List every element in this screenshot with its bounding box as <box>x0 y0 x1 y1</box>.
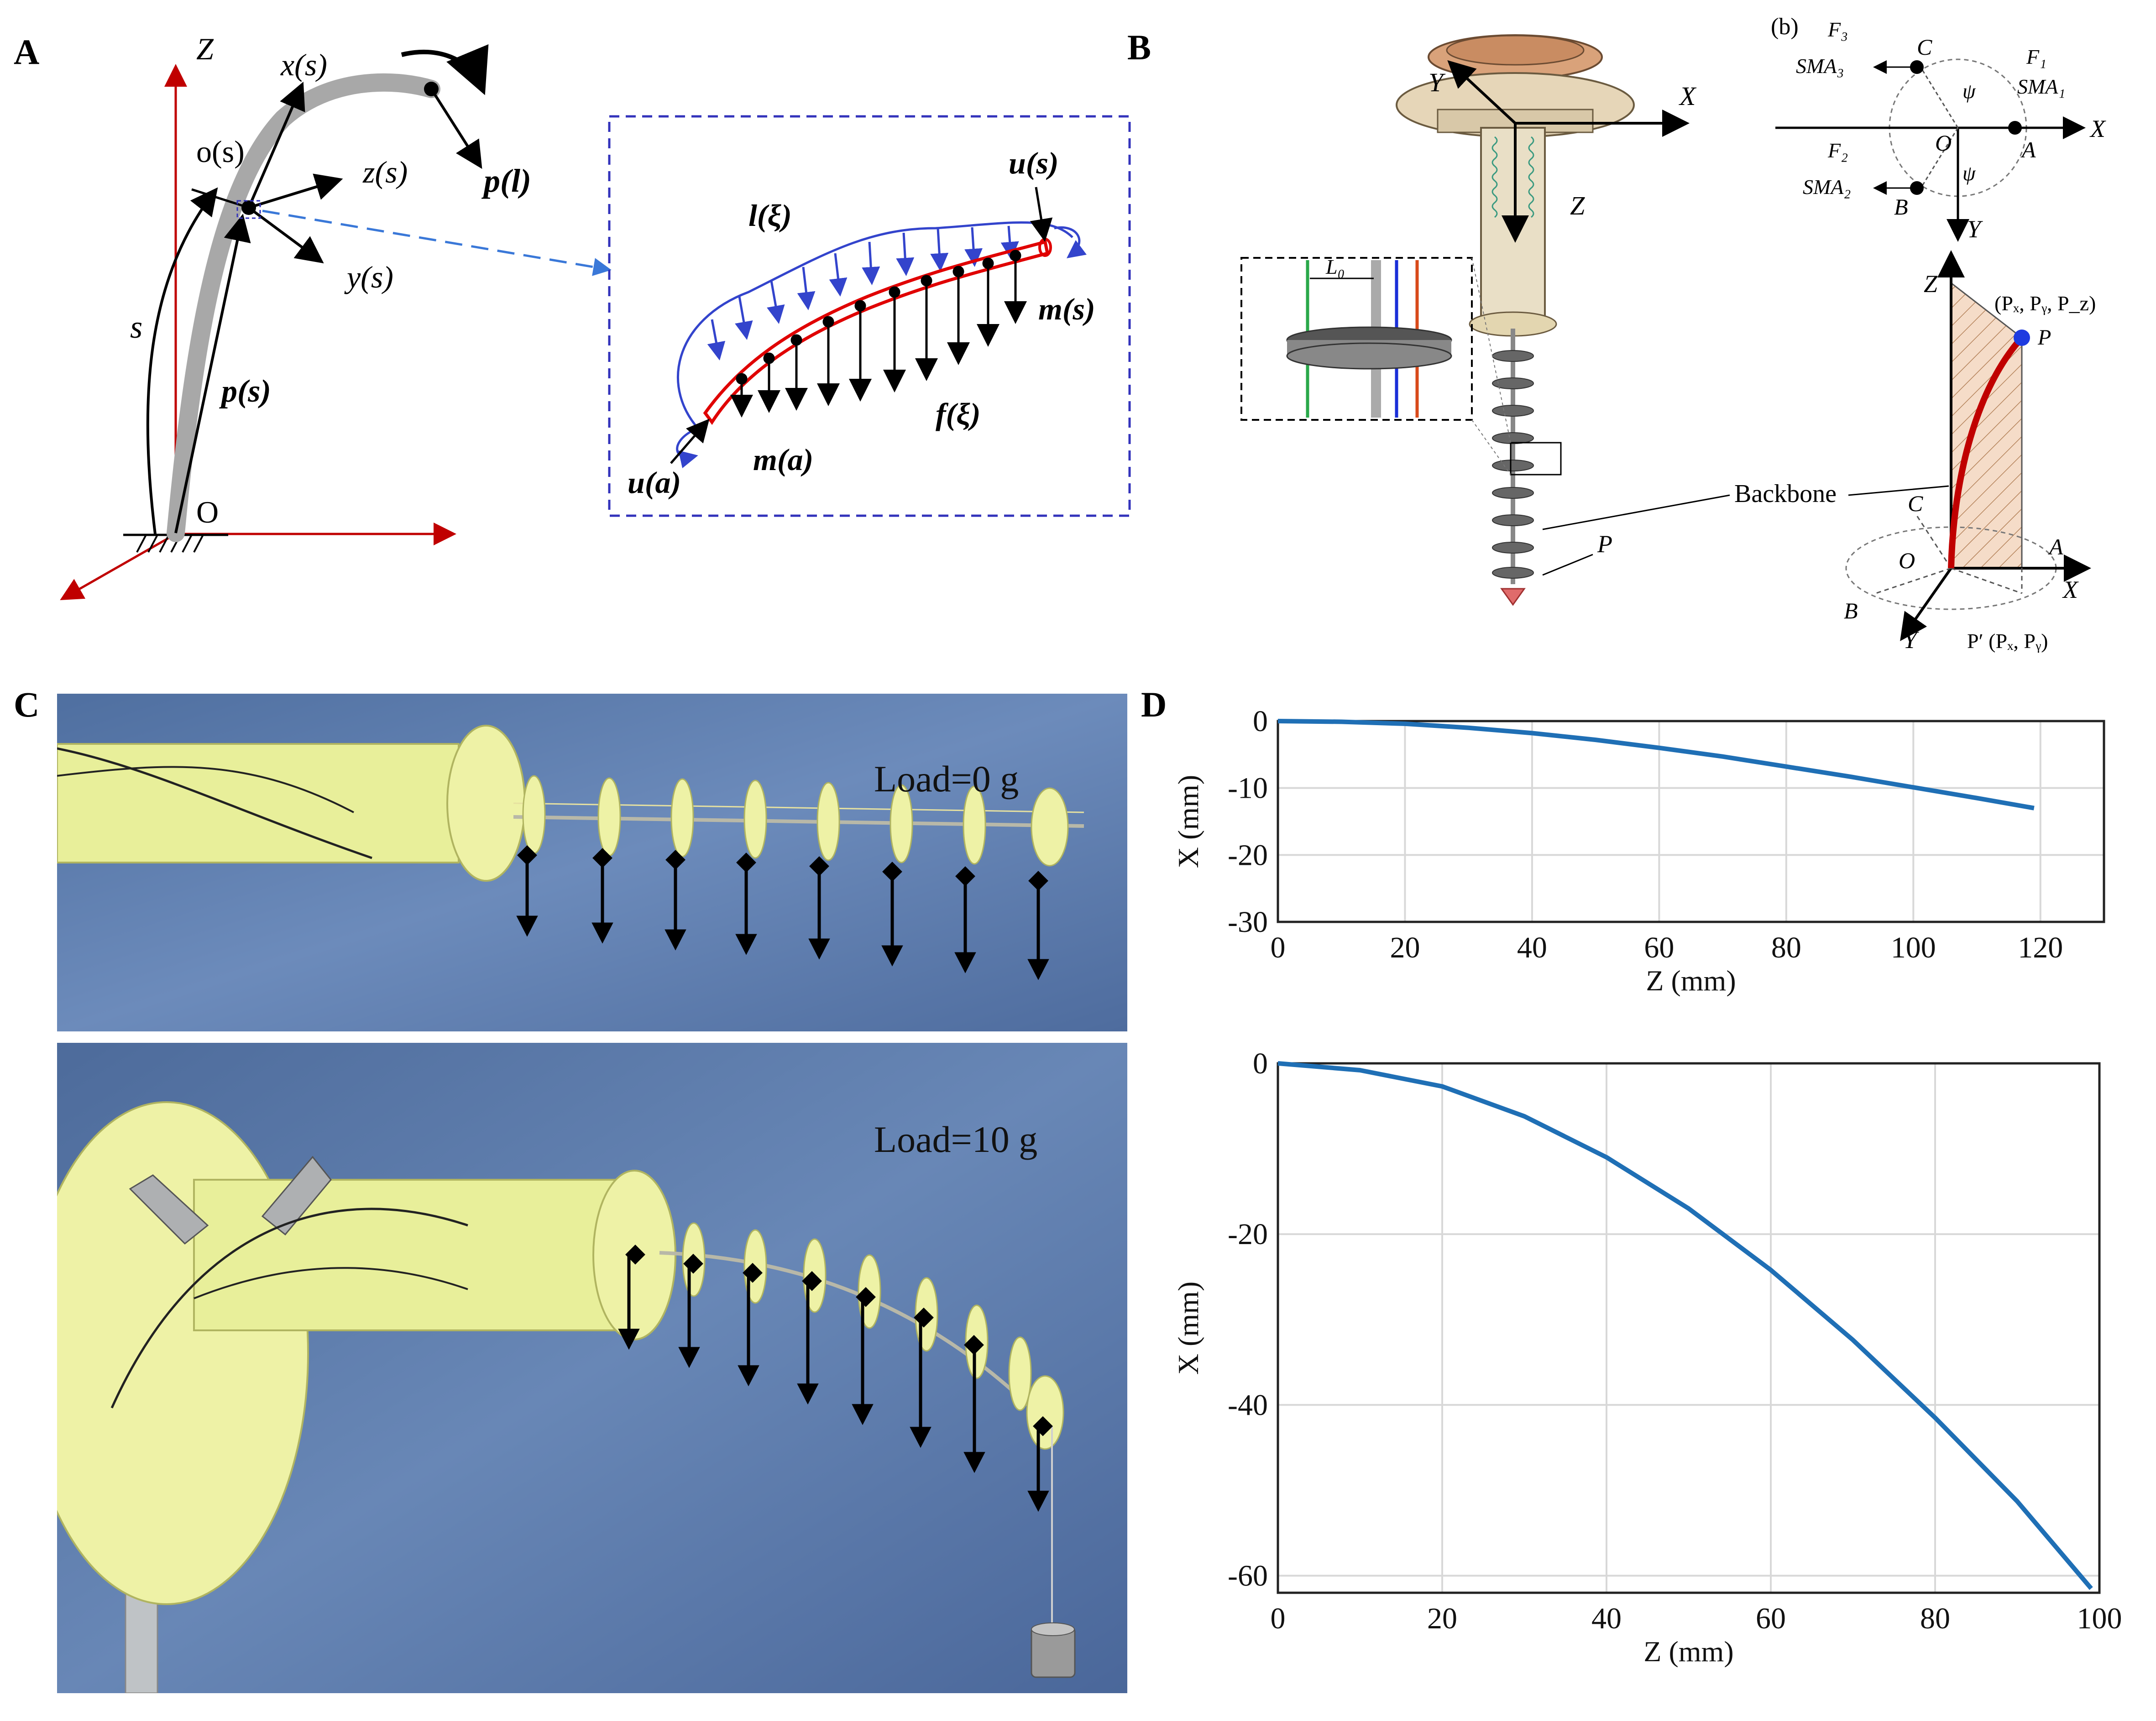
b-label-a: A <box>2020 137 2036 162</box>
b3-label-b: B <box>1844 598 1858 623</box>
distributed-force-arrows <box>730 250 1027 418</box>
label-z: Z <box>196 31 214 66</box>
panel-b-cad-drawing: Y X Z L₀ P Backbone <box>1240 34 1949 606</box>
load-label-0g: Load=0 g <box>874 758 1019 800</box>
zoom-leader-arrow <box>262 209 612 276</box>
label-zs: z(s) <box>362 155 408 189</box>
tip-moment-arrow <box>401 44 489 95</box>
ground-hatch <box>136 534 204 553</box>
b3-label-pprime: P′ (Pₓ, Pᵧ) <box>1967 629 2048 653</box>
label-s: s <box>130 310 142 345</box>
label-fxi: f(ξ) <box>936 397 980 431</box>
b-label-c: C <box>1917 34 1932 60</box>
photo-load-0g-drawing <box>57 694 1127 1031</box>
backbone-rod <box>167 73 440 542</box>
panel-a-diagram: Z x(s) o(s) z(s) y(s) s p(s) O p(l) <box>60 31 612 600</box>
position-vector-ps <box>174 214 251 534</box>
end-effector <box>1500 588 1526 606</box>
b3-label-a: A <box>2048 534 2063 560</box>
b3-label-y: Y <box>1903 626 1919 654</box>
label-ua: u(a) <box>628 465 681 500</box>
b3-label-pcoord: (Pₓ, Pᵧ, P_z) <box>1994 292 2096 315</box>
photo-load-10g: Load=10 g <box>57 1043 1127 1693</box>
label-origin: O <box>196 495 219 529</box>
b3-label-o: O <box>1899 548 1915 573</box>
label-lxi: l(ξ) <box>748 198 792 233</box>
backbone-disks <box>1492 350 1534 579</box>
distributed-moment-arrows <box>707 225 1019 361</box>
panel-label-a: A <box>14 32 39 72</box>
b-label-psi2: ψ <box>1962 162 1976 185</box>
b-label-x2: X <box>2089 115 2106 142</box>
frame-os-leader <box>191 188 249 209</box>
distributed-moment-curve <box>676 221 1073 434</box>
b-label-sma1: SMA₁ <box>2017 75 2065 98</box>
panel-label-b: B <box>1127 27 1151 67</box>
label-ps: p(s) <box>219 374 271 409</box>
b-label-z: Z <box>1570 191 1585 220</box>
b3-label-z: Z <box>1924 270 1938 298</box>
b-label-x: X <box>1679 81 1697 111</box>
b-label-y2: Y <box>1967 215 1983 243</box>
label-pl: p(l) <box>481 162 531 199</box>
b-label-o: O <box>1935 130 1952 156</box>
b3-label-p: P <box>2037 325 2051 350</box>
b-label-b: B <box>1894 194 1908 220</box>
housing-springs <box>1491 136 1534 218</box>
zoom-box-small <box>236 200 261 219</box>
inset-rod <box>703 240 1050 425</box>
label-ms: m(s) <box>1038 292 1095 326</box>
b-label-y: Y <box>1429 68 1446 97</box>
load-label-10g: Load=10 g <box>874 1119 1038 1160</box>
frame-y-axis <box>248 206 324 264</box>
b-y-axis <box>1447 60 1517 125</box>
moment-ms-arc <box>1054 226 1087 259</box>
label-ma: m(a) <box>753 442 813 477</box>
panel-a-inset: u(s) l(ξ) m(s) f(ξ) u(a) m(a) <box>608 115 1131 517</box>
b-label-backbone: Backbone <box>1734 480 1837 508</box>
housing-tube <box>1480 127 1546 325</box>
arc-length-arrow <box>146 187 218 534</box>
panel-b-sma-schematic: (b) F₃ SMA₃ C F₁ SMA₁ ψ ψ O A X F₂ SMA₂ … <box>1771 14 2106 243</box>
label-us: u(s) <box>1009 146 1059 180</box>
panel-label-d: D <box>1141 685 1167 724</box>
b-label-sma2: SMA₂ <box>1803 175 1851 199</box>
b-label-f1: F₁ <box>2026 45 2046 68</box>
b3-label-x: X <box>2062 576 2079 603</box>
label-ys: y(s) <box>344 260 393 294</box>
moment-ma-arc <box>676 430 698 469</box>
frame-x-axis <box>247 81 305 209</box>
us-leader <box>1030 187 1053 242</box>
tip-force-arrow <box>430 88 482 169</box>
detail-inset <box>1240 257 1473 421</box>
frame-z-axis <box>248 173 343 209</box>
panel-b-3d-schematic: Z (Pₓ, Pᵧ, P_z) P C O A X B Y P′ (Pₓ, Pᵧ… <box>1844 250 2096 654</box>
photo-load-10g-drawing <box>57 1043 1127 1693</box>
3d-backbone-curve <box>1948 335 2025 569</box>
b-label-sma3: SMA₃ <box>1796 54 1844 78</box>
b3-label-c: C <box>1908 491 1923 516</box>
label-os: o(s) <box>196 134 245 169</box>
panel-label-c: C <box>14 685 39 724</box>
b-label-f2: F₂ <box>1827 139 1848 162</box>
photo-load-0g: Load=0 g <box>57 694 1127 1031</box>
b-label-p: P <box>1597 530 1612 558</box>
b-label-psi1: ψ <box>1962 79 1976 103</box>
b-label-f3: F₃ <box>1827 18 1848 41</box>
b-label-l0: L₀ <box>1325 255 1345 278</box>
detail-box <box>1510 442 1562 476</box>
ua-leader <box>670 418 710 464</box>
b-schem-tag: (b) <box>1771 14 1799 40</box>
label-xs: x(s) <box>280 47 327 82</box>
y-axis-line <box>60 533 177 600</box>
